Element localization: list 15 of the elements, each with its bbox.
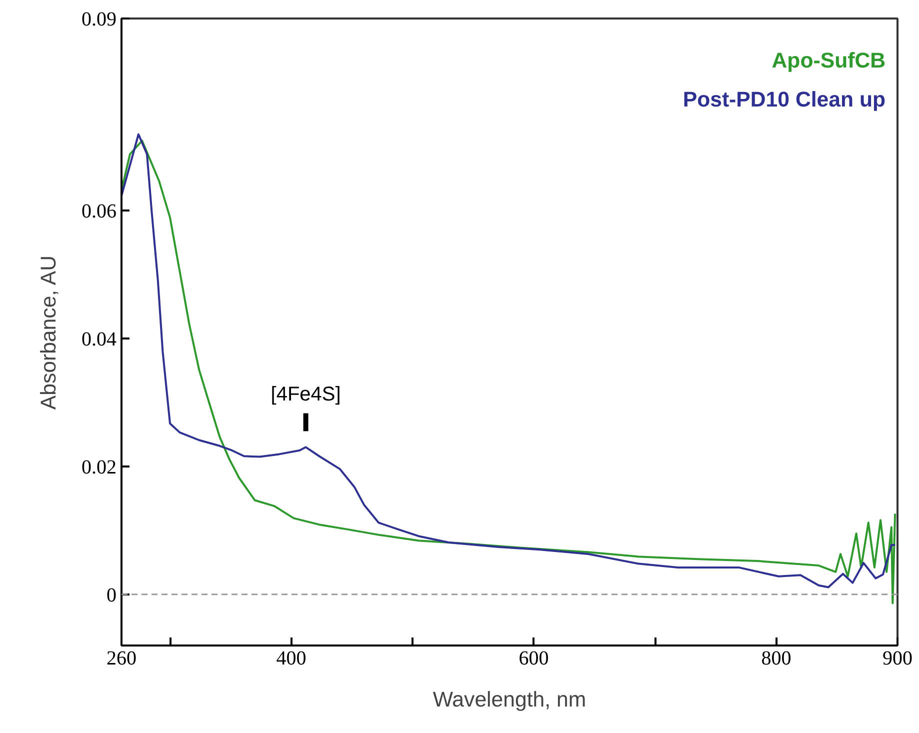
x-tick-label: 260 [106, 648, 136, 670]
text: Apo-SufCB [772, 48, 886, 72]
y-tick-label: 0 [106, 584, 116, 606]
x-tick-label: 900 [882, 648, 912, 670]
x-axis-title: Wavelength, nm [432, 688, 586, 712]
y-tick-label: 0.06 [82, 200, 116, 222]
x-tick-label: 600 [518, 648, 549, 670]
x-tick-label: 800 [761, 648, 792, 670]
text: Post-PD10 Clean up [682, 88, 886, 112]
y-axis-title: Absorbance, AU [36, 256, 60, 410]
y-tick-label: 0.09 [82, 8, 116, 30]
x-tick-label: 400 [276, 648, 306, 670]
y-tick-label: 0.02 [82, 456, 116, 478]
y-tick-label: 0.04 [82, 328, 116, 350]
annotation: [4Fe4S] [270, 384, 341, 406]
